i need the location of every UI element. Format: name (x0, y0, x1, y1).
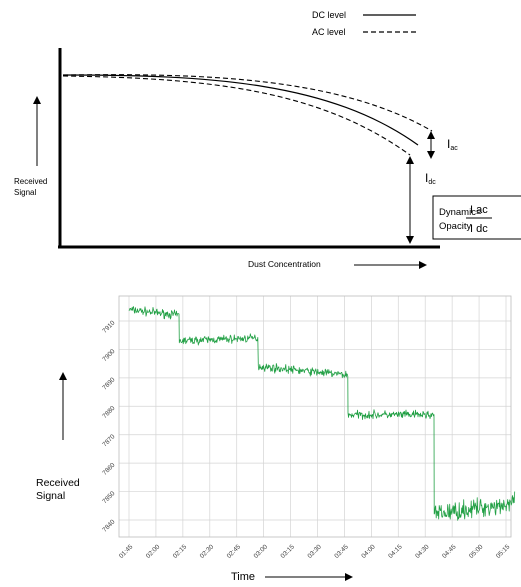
x-tick-label: 02:45 (226, 543, 243, 560)
x-tick-label: 04:30 (414, 543, 431, 560)
y-tick-label: 7890 (101, 376, 116, 391)
ac-lower-curve (62, 75, 411, 156)
received-signal-chart: 7910 7900 7890 7880 7870 7860 7850 7840 01:45 02… (36, 295, 516, 583)
formula-box (432, 195, 521, 240)
ac-upper-curve (62, 74, 433, 132)
x-tick-label: 04:45 (441, 543, 458, 560)
x-tick-label: 02:30 (199, 543, 216, 560)
x-tick-label: 02:00 (145, 543, 162, 560)
diagram-y-label-line2: Signal (14, 188, 36, 197)
x-tick-label: 03:00 (253, 543, 270, 560)
dynamic-opacity-formula: Dynamic= Opacity I ac I dc (432, 195, 521, 240)
chart-y-label-line1: Received (36, 477, 80, 489)
chart-y-label-line2: Signal (36, 490, 65, 502)
signal-diagram: DC level AC level Iac Idc Received Signa… (14, 10, 521, 269)
x-tick-label: 03:15 (280, 543, 297, 560)
i-dc-label: Idc (425, 171, 436, 186)
dc-level-curve (62, 74, 419, 146)
y-tick-label: 7870 (101, 433, 116, 448)
formula-dynamic-label: Dynamic= (439, 207, 482, 218)
diagram-y-label-line1: Received (14, 177, 47, 186)
y-tick-label: 7900 (101, 348, 116, 363)
x-tick-label: 05:00 (468, 543, 485, 560)
y-tick-label: 7910 (101, 319, 116, 334)
chart-grid (119, 296, 511, 537)
diagram-x-label: Dust Concentration (248, 259, 321, 269)
y-tick-labels: 7910 7900 7890 7880 7870 7860 7850 7840 (101, 319, 116, 533)
chart-x-label: Time (231, 571, 255, 583)
legend-ac-label: AC level (312, 27, 346, 37)
x-tick-labels: 01:45 02:00 02:15 02:30 02:45 03:00 03:15 03:30… (118, 543, 512, 560)
formula-numerator: I ac (470, 204, 488, 216)
formula-denominator: I dc (470, 223, 488, 235)
x-tick-label: 03:45 (333, 543, 350, 560)
y-tick-label: 7880 (101, 405, 116, 420)
x-tick-label: 04:00 (360, 543, 377, 560)
y-tick-label: 7860 (101, 461, 116, 476)
y-tick-label: 7850 (101, 490, 116, 505)
legend-dc-label: DC level (312, 10, 346, 20)
x-tick-label: 02:15 (172, 543, 189, 560)
formula-opacity-label: Opacity (439, 221, 471, 232)
i-ac-label: Iac (447, 137, 458, 152)
plot-frame (118, 295, 512, 538)
x-tick-label: 03:30 (306, 543, 323, 560)
signal-series-line (128, 306, 516, 521)
x-tick-label: 01:45 (118, 543, 135, 560)
y-tick-label: 7840 (101, 518, 116, 533)
x-tick-label: 05:15 (495, 543, 512, 560)
x-tick-label: 04:15 (387, 543, 404, 560)
